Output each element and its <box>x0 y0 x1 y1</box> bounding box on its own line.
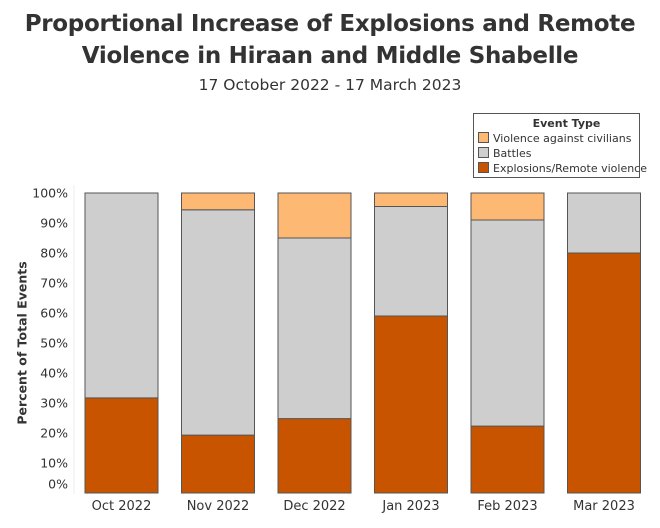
y-tick-label: 80% <box>40 246 68 261</box>
x-tick-label: Dec 2022 <box>283 499 345 514</box>
legend-label: Explosions/Remote violence <box>493 162 647 175</box>
legend: Event Type Violence against civilians Ba… <box>473 113 647 178</box>
x-tick-label: Jan 2023 <box>381 499 439 514</box>
bar-group-mar-2023 <box>567 192 641 494</box>
bar-violence-against-civilians-dec-2022 <box>277 192 352 239</box>
legend-swatch-violence-against-civilians <box>478 132 489 143</box>
x-tick-label: Feb 2023 <box>477 499 537 514</box>
legend-item-violence-against-civilians: Violence against civilians <box>478 132 631 146</box>
x-tick-label: Nov 2022 <box>187 499 250 514</box>
bar-battles-feb-2023 <box>470 219 545 427</box>
y-tick-label: 0% <box>48 477 68 492</box>
bar-violence-against-civilians-feb-2023 <box>470 192 545 221</box>
bar-group-feb-2023 <box>470 192 545 494</box>
y-tick-label: 100% <box>32 186 68 201</box>
y-tick-label: 50% <box>40 336 68 351</box>
legend-item-explosions-remote-violence: Explosions/Remote violence <box>478 162 647 176</box>
bar-battles-jan-2023 <box>374 206 448 317</box>
chart-title-line-2: Violence in Hiraan and Middle Shabelle <box>81 43 579 69</box>
bar-explosions-remote-violence-feb-2023 <box>470 425 545 494</box>
y-tick-label: 70% <box>40 276 68 291</box>
bar-group-nov-2022 <box>181 192 255 494</box>
legend-item-battles: Battles <box>478 147 531 161</box>
bar-explosions-remote-violence-oct-2022 <box>84 397 159 494</box>
bar-battles-oct-2022 <box>84 192 159 399</box>
y-tick-label: 90% <box>40 216 68 231</box>
bar-explosions-remote-violence-dec-2022 <box>277 418 352 494</box>
bar-group-dec-2022 <box>277 192 352 494</box>
y-tick-label: 30% <box>40 396 68 411</box>
y-tick-label: 40% <box>40 366 68 381</box>
y-ticks: 0% 10% 20% 30% 40% 50% 60% 70% 80% 90% 100% <box>32 186 68 492</box>
legend-swatch-explosions-remote-violence <box>478 162 489 173</box>
bar-battles-nov-2022 <box>181 209 255 436</box>
bar-group-jan-2023 <box>374 192 448 494</box>
bar-explosions-remote-violence-mar-2023 <box>567 252 641 494</box>
bar-explosions-remote-violence-nov-2022 <box>181 434 255 494</box>
chart-subtitle: 17 October 2022 - 17 March 2023 <box>198 76 462 94</box>
bar-battles-dec-2022 <box>277 237 352 420</box>
x-tick-label: Oct 2022 <box>92 499 152 514</box>
bars <box>84 192 641 494</box>
bar-group-oct-2022 <box>84 192 159 494</box>
bar-explosions-remote-violence-jan-2023 <box>374 315 448 494</box>
x-ticks: Oct 2022 Nov 2022 Dec 2022 Jan 2023 Feb 2023… <box>92 499 635 514</box>
bar-violence-against-civilians-jan-2023 <box>374 192 448 207</box>
legend-label: Violence against civilians <box>493 132 632 145</box>
bar-violence-against-civilians-nov-2022 <box>181 192 255 211</box>
chart-title: Proportional Increase of Explosions and … <box>0 8 660 72</box>
x-tick-label: Mar 2023 <box>573 499 635 514</box>
legend-title: Event Type <box>532 117 601 130</box>
bar-battles-mar-2023 <box>567 192 641 254</box>
y-tick-label: 10% <box>40 456 68 471</box>
legend-swatch-battles <box>478 147 489 158</box>
y-tick-label: 20% <box>40 426 68 441</box>
y-tick-label: 60% <box>40 306 68 321</box>
legend-label: Battles <box>493 147 532 160</box>
chart-title-line-1: Proportional Increase of Explosions and … <box>24 11 636 37</box>
